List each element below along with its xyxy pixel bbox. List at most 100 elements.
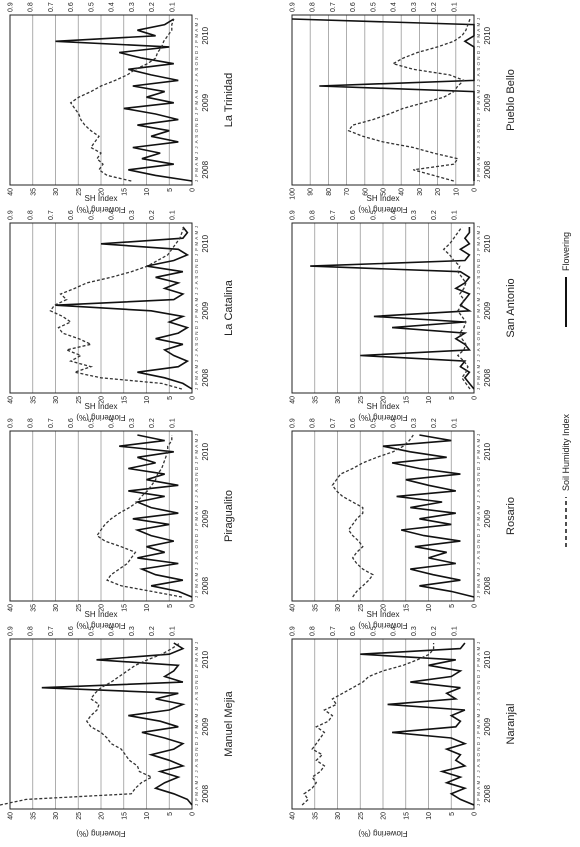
- month-tick-label: N: [194, 124, 199, 127]
- month-tick-label: D: [194, 533, 199, 537]
- month-tick-label: J: [476, 79, 481, 81]
- month-tick-label: M: [194, 101, 199, 105]
- y-tick-label: 30: [53, 604, 60, 612]
- y2-tick-label: 0.8: [28, 210, 35, 220]
- y-tick-label: 25: [358, 604, 365, 612]
- month-tick-label: F: [194, 590, 199, 593]
- month-tick-label: D: [476, 466, 481, 470]
- year-label: 2009: [201, 509, 210, 527]
- y-tick-label: 10: [426, 396, 433, 404]
- month-tick-label: A: [476, 720, 481, 723]
- y2-axis-label: SH Index: [367, 194, 400, 203]
- site-label: La Trinidad: [223, 73, 235, 127]
- month-tick-label: F: [194, 731, 199, 734]
- y-tick-label: 0: [190, 604, 197, 608]
- month-tick-label: J: [476, 596, 481, 598]
- y-tick-label: 20: [381, 812, 388, 820]
- y2-tick-label: 0.2: [431, 626, 438, 636]
- y-tick-label: 30: [335, 812, 342, 820]
- month-tick-label: J: [194, 85, 199, 87]
- y-tick-label: 35: [30, 396, 37, 404]
- y-tick-label: 5: [167, 396, 174, 400]
- y-tick-label: 25: [358, 396, 365, 404]
- month-tick-label: M: [476, 376, 481, 380]
- y2-tick-label: 0.7: [48, 626, 55, 636]
- month-tick-label: F: [194, 798, 199, 801]
- month-tick-label: A: [194, 163, 199, 166]
- chart-panel-piragualito: 0 5 10 15 20 25 30 35 40 0.1 0.2 0.3 0.4 0.5 0.6 0.7 0.8…: [8, 402, 236, 630]
- month-tick-label: S: [194, 551, 199, 554]
- month-tick-label: J: [194, 462, 199, 464]
- y2-tick-label: 0.1: [169, 626, 176, 636]
- y2-tick-label: 0.9: [8, 626, 15, 636]
- y2-tick-label: 0.5: [88, 418, 95, 428]
- month-tick-label: S: [194, 343, 199, 346]
- y-tick-label: 10: [144, 188, 151, 196]
- month-tick-label: J: [194, 670, 199, 672]
- month-tick-label: A: [194, 489, 199, 492]
- month-tick-label: M: [476, 297, 481, 301]
- y2-tick-label: 0.2: [149, 210, 156, 220]
- month-tick-label: M: [194, 792, 199, 796]
- year-label: 2010: [483, 650, 492, 668]
- y-tick-label: 15: [121, 604, 128, 612]
- year-label: 2009: [201, 93, 210, 111]
- y-tick-label: 40: [8, 188, 15, 196]
- month-tick-label: J: [194, 388, 199, 390]
- month-tick-label: A: [476, 787, 481, 790]
- y2-tick-label: 0.1: [169, 418, 176, 428]
- y-tick-label: 40: [8, 812, 15, 820]
- y-tick-label: 0: [472, 812, 479, 816]
- month-tick-label: M: [194, 450, 199, 454]
- site-label: Pueblo Bello: [505, 69, 517, 131]
- month-tick-label: A: [194, 653, 199, 656]
- month-tick-label: J: [476, 642, 481, 644]
- month-tick-label: J: [194, 360, 199, 362]
- site-label: Naranjal: [505, 704, 517, 745]
- y-tick-label: 5: [449, 604, 456, 608]
- month-tick-label: J: [194, 293, 199, 295]
- year-label: 2010: [201, 650, 210, 668]
- month-tick-label: J: [476, 226, 481, 228]
- y2-tick-label: 0.5: [88, 626, 95, 636]
- chart-panel-la-trinidad: 0 5 10 15 20 25 30 35 40 0.1 0.2 0.3 0.4 0.5 0.6 0.7 0.8…: [8, 2, 236, 214]
- month-tick-label: F: [194, 315, 199, 318]
- month-tick-label: J: [476, 18, 481, 20]
- y-tick-label: 25: [76, 188, 83, 196]
- year-label: 2010: [483, 26, 492, 44]
- y-tick-label: 25: [76, 812, 83, 820]
- month-tick-label: A: [476, 304, 481, 307]
- y-axis-label: Flowering (%): [76, 829, 126, 838]
- month-tick-label: S: [476, 135, 481, 138]
- month-tick-label: J: [476, 388, 481, 390]
- month-tick-label: N: [194, 680, 199, 683]
- y-tick-label: 40: [290, 604, 297, 612]
- month-tick-label: N: [476, 124, 481, 127]
- year-label: 2008: [483, 368, 492, 386]
- month-tick-label: J: [194, 776, 199, 778]
- y-tick-label: 0: [190, 812, 197, 816]
- month-tick-label: F: [194, 382, 199, 385]
- month-tick-label: M: [476, 101, 481, 105]
- y-tick-label: 20: [381, 604, 388, 612]
- month-tick-label: O: [194, 61, 199, 65]
- month-tick-label: J: [476, 354, 481, 356]
- y2-tick-label: 0.8: [28, 626, 35, 636]
- month-tick-label: D: [476, 325, 481, 329]
- month-tick-label: J: [194, 770, 199, 772]
- y2-tick-label: 0.8: [310, 2, 317, 12]
- y-tick-label: 10: [426, 812, 433, 820]
- year-label: 2009: [201, 717, 210, 735]
- y2-tick-label: 0.4: [109, 626, 116, 636]
- y-tick-label: 40: [8, 396, 15, 404]
- month-tick-label: J: [476, 495, 481, 497]
- chart-panel-san-antonio: 0 5 10 15 20 25 30 35 40 0.1 0.2 0.3 0.4 0.5 0.6 0.7 0.8…: [290, 194, 518, 422]
- month-tick-label: F: [476, 798, 481, 801]
- y2-axis-label: SH Index: [85, 610, 118, 619]
- month-tick-label: M: [476, 242, 481, 246]
- y-tick-label: 5: [167, 812, 174, 816]
- y2-tick-label: 0.9: [8, 418, 15, 428]
- month-tick-label: J: [194, 596, 199, 598]
- y2-tick-label: 0.6: [350, 418, 357, 428]
